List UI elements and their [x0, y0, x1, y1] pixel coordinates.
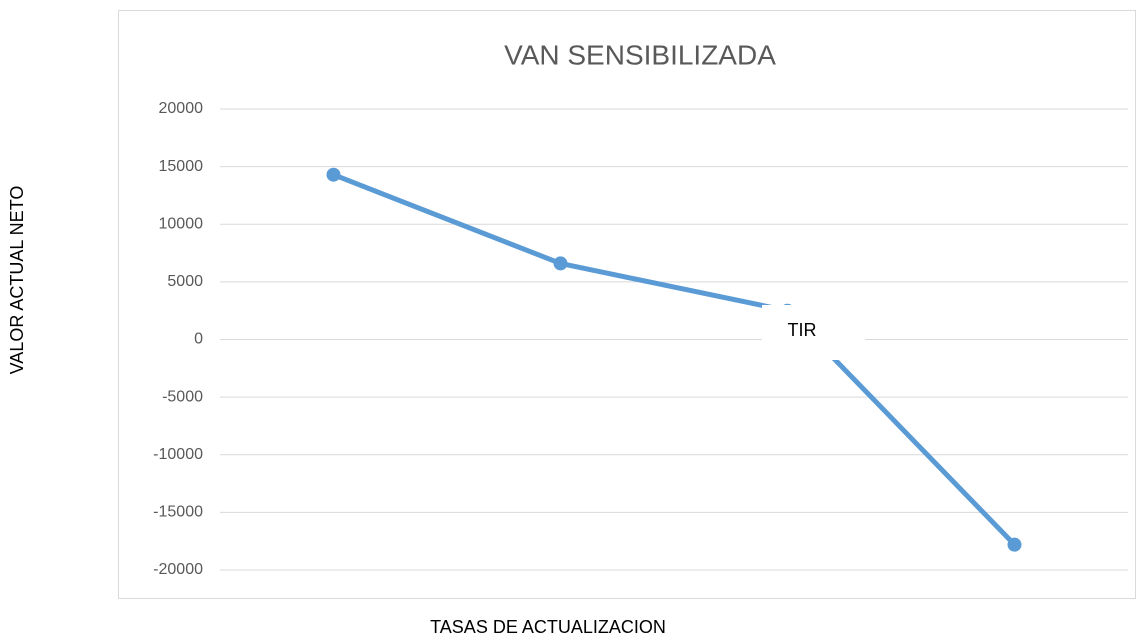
y-tick-label: -10000	[153, 446, 203, 463]
data-point	[553, 256, 568, 271]
grid	[220, 108, 1128, 571]
x-axis-title: TASAS DE ACTUALIZACION	[430, 617, 666, 637]
annotation-box	[762, 305, 865, 360]
chart-title: VAN SENSIBILIZADA	[504, 39, 776, 70]
y-axis-title: VALOR ACTUAL NETO	[7, 186, 27, 375]
y-tick-label: 20000	[159, 100, 204, 117]
y-tick-label: 0	[194, 331, 203, 348]
y-tick-label: -15000	[153, 504, 203, 521]
y-tick-label: 10000	[159, 215, 204, 232]
y-tick-label: -5000	[162, 388, 203, 405]
y-tick-label: -20000	[153, 561, 203, 578]
y-tick-label: 5000	[167, 273, 203, 290]
series-line	[332, 172, 1017, 547]
annotation: TIR	[788, 320, 817, 340]
data-point	[326, 167, 341, 182]
data-point	[1007, 537, 1022, 552]
y-tick-label: 15000	[159, 158, 204, 175]
